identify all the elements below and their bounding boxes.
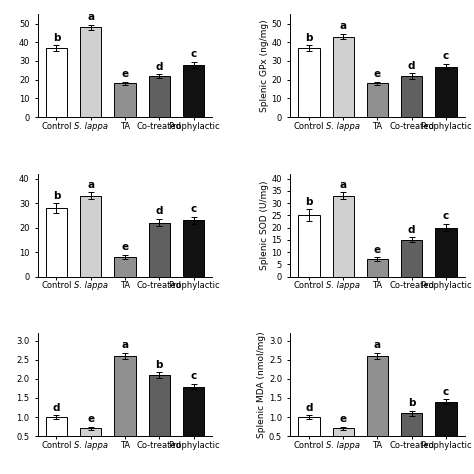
Bar	[183, 65, 204, 117]
Text: a: a	[340, 180, 347, 190]
Bar	[367, 356, 388, 455]
Y-axis label: Splenic SOD (U/mg): Splenic SOD (U/mg)	[260, 181, 269, 270]
Bar	[149, 223, 170, 277]
Text: d: d	[155, 62, 163, 72]
Bar	[333, 36, 354, 117]
Text: a: a	[121, 340, 128, 350]
Text: b: b	[155, 360, 163, 370]
Bar	[298, 215, 319, 277]
Bar	[80, 196, 101, 277]
Text: d: d	[305, 402, 313, 412]
Bar	[183, 220, 204, 277]
Text: d: d	[155, 207, 163, 217]
Bar	[435, 402, 456, 455]
Text: c: c	[443, 386, 449, 397]
Bar	[114, 356, 136, 455]
Bar	[367, 259, 388, 277]
Text: a: a	[340, 21, 347, 31]
Bar	[46, 208, 67, 277]
Text: d: d	[408, 225, 416, 235]
Text: e: e	[121, 69, 128, 79]
Bar	[80, 428, 101, 455]
Bar	[435, 228, 456, 277]
Text: b: b	[305, 197, 313, 207]
Bar	[149, 76, 170, 117]
Bar	[298, 417, 319, 455]
Text: e: e	[87, 414, 94, 424]
Bar	[333, 196, 354, 277]
Text: b: b	[408, 398, 416, 409]
Text: b: b	[305, 33, 313, 43]
Text: a: a	[87, 12, 94, 22]
Bar	[333, 428, 354, 455]
Bar	[401, 76, 422, 117]
Text: d: d	[408, 61, 416, 71]
Text: a: a	[374, 340, 381, 350]
Bar	[80, 27, 101, 117]
Text: d: d	[53, 402, 60, 412]
Text: a: a	[87, 180, 94, 190]
Text: c: c	[191, 49, 197, 59]
Text: c: c	[191, 204, 197, 214]
Text: e: e	[374, 69, 381, 79]
Text: c: c	[443, 51, 449, 61]
Text: b: b	[53, 33, 60, 43]
Bar	[401, 413, 422, 455]
Y-axis label: Splenic MDA (nmol/mg): Splenic MDA (nmol/mg)	[257, 331, 266, 438]
Bar	[46, 417, 67, 455]
Bar	[114, 83, 136, 117]
Bar	[149, 375, 170, 455]
Bar	[298, 48, 319, 117]
Bar	[435, 67, 456, 117]
Bar	[114, 257, 136, 277]
Y-axis label: Splenic GPx (ng/mg): Splenic GPx (ng/mg)	[260, 19, 269, 112]
Text: e: e	[340, 414, 347, 424]
Text: b: b	[53, 191, 60, 201]
Bar	[401, 240, 422, 277]
Text: e: e	[121, 242, 128, 252]
Bar	[367, 83, 388, 117]
Bar	[46, 48, 67, 117]
Bar	[183, 386, 204, 455]
Text: c: c	[443, 211, 449, 221]
Text: e: e	[374, 245, 381, 255]
Text: c: c	[191, 371, 197, 381]
